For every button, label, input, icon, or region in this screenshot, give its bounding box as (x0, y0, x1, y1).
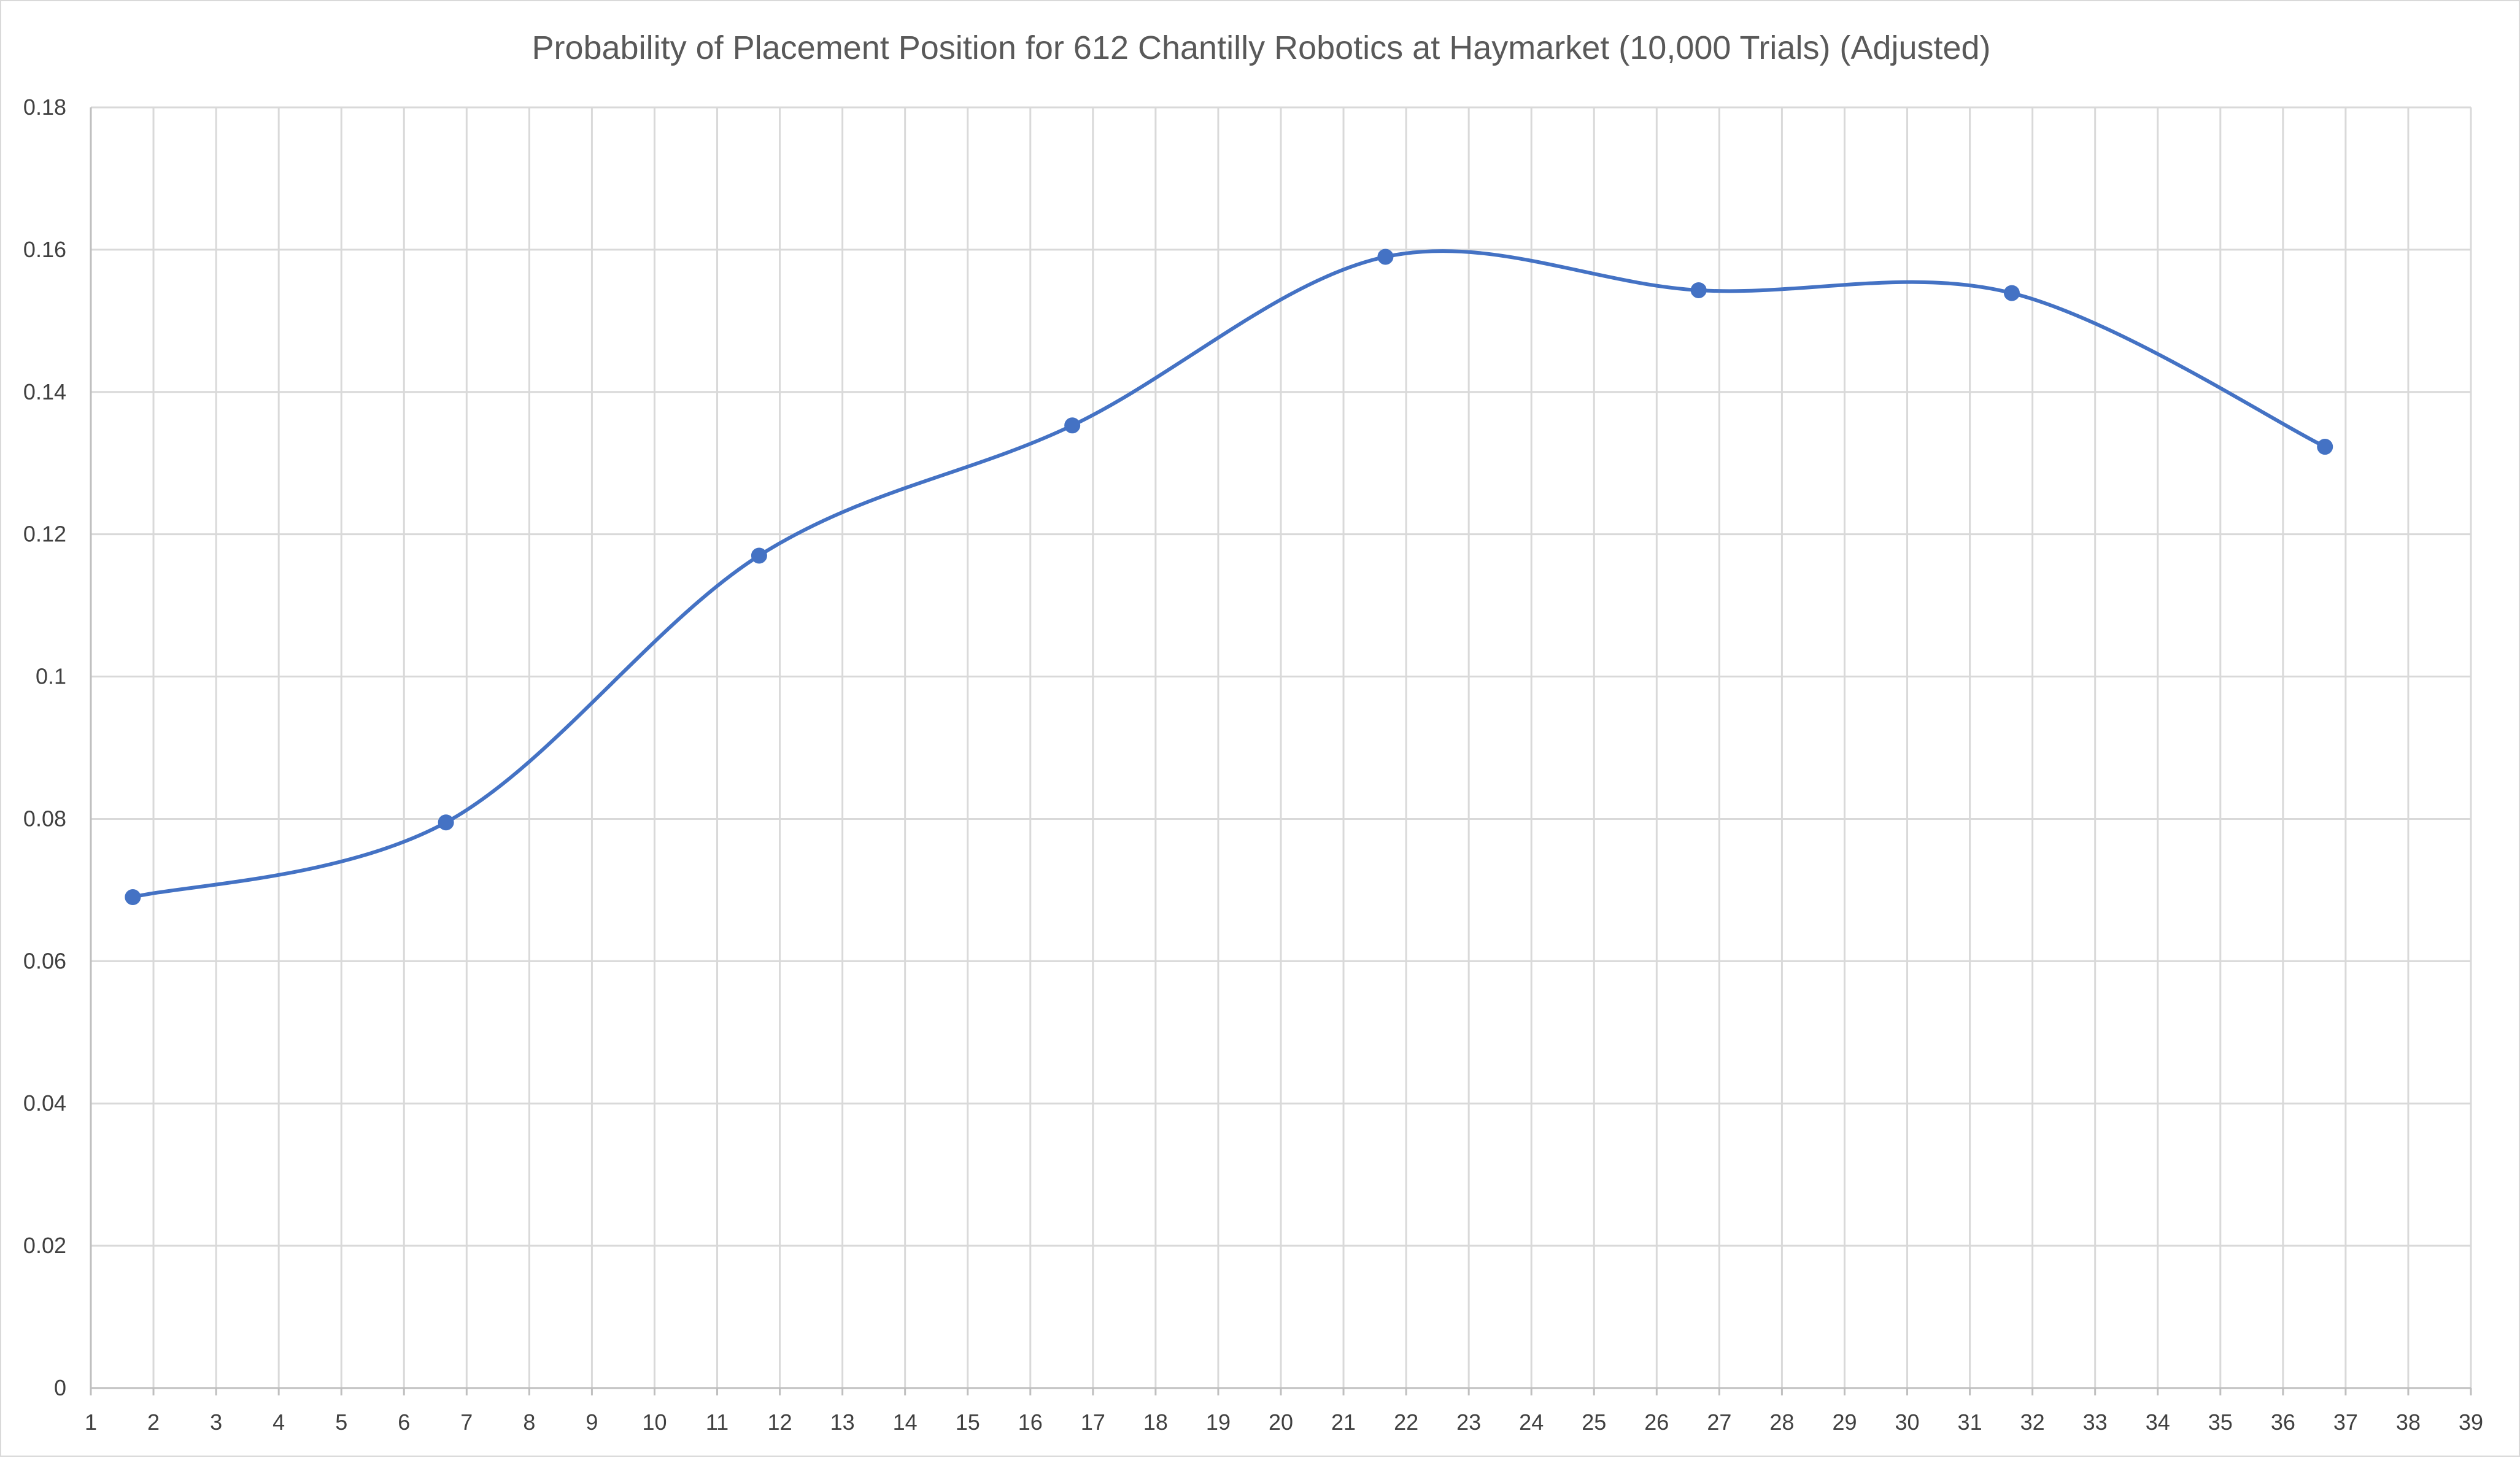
x-tick-label: 7 (460, 1410, 473, 1435)
data-series (125, 249, 2333, 905)
x-tick-label: 12 (768, 1410, 792, 1435)
data-point (751, 547, 767, 564)
x-tick-label: 8 (523, 1410, 535, 1435)
x-tick-label: 20 (1269, 1410, 1293, 1435)
y-tick-label: 0.02 (23, 1233, 66, 1258)
x-tick-label: 24 (1519, 1410, 1544, 1435)
data-point (2003, 285, 2020, 301)
axes (90, 107, 2472, 1395)
x-tick-label: 11 (706, 1410, 729, 1435)
data-point (1690, 282, 1707, 298)
x-tick-label: 26 (1644, 1410, 1669, 1435)
x-tick-label: 36 (2271, 1410, 2295, 1435)
x-tick-label: 14 (893, 1410, 918, 1435)
x-tick-label: 34 (2146, 1410, 2170, 1435)
x-tick-label: 35 (2208, 1410, 2233, 1435)
x-tick-label: 30 (1895, 1410, 1920, 1435)
data-point (125, 889, 141, 905)
data-point (2317, 439, 2333, 455)
x-tick-label: 15 (956, 1410, 980, 1435)
x-tick-label: 32 (2020, 1410, 2045, 1435)
x-tick-label: 28 (1769, 1410, 1794, 1435)
x-tick-label: 29 (1832, 1410, 1857, 1435)
x-tick-label: 1 (85, 1410, 97, 1435)
y-tick-label: 0.06 (23, 948, 66, 973)
x-tick-label: 13 (830, 1410, 855, 1435)
x-tick-label: 16 (1018, 1410, 1043, 1435)
x-tick-label: 31 (1958, 1410, 1982, 1435)
x-tick-label: 17 (1081, 1410, 1105, 1435)
data-point (438, 814, 454, 831)
y-tick-label: 0.1 (36, 664, 66, 689)
x-tick-label: 23 (1456, 1410, 1481, 1435)
x-tick-label: 37 (2333, 1410, 2358, 1435)
x-tick-label: 6 (398, 1410, 410, 1435)
y-tick-label: 0.12 (23, 522, 66, 547)
x-tick-label: 33 (2083, 1410, 2108, 1435)
x-tick-label: 3 (210, 1410, 222, 1435)
x-tick-label: 10 (642, 1410, 667, 1435)
y-tick-label: 0.16 (23, 237, 66, 262)
x-tick-label: 21 (1331, 1410, 1356, 1435)
x-tick-label: 19 (1206, 1410, 1231, 1435)
data-point (1377, 249, 1394, 265)
x-tick-label: 4 (272, 1410, 285, 1435)
chart-title: Probability of Placement Position for 61… (531, 29, 1990, 66)
y-tick-label: 0 (54, 1375, 66, 1400)
x-tick-label: 22 (1394, 1410, 1418, 1435)
x-tick-label: 18 (1143, 1410, 1168, 1435)
x-tick-label: 5 (335, 1410, 347, 1435)
y-tick-label: 0.18 (23, 94, 66, 120)
x-tick-label: 25 (1582, 1410, 1606, 1435)
data-point (1064, 417, 1081, 434)
y-tick-label: 0.14 (23, 379, 66, 404)
x-tick-label: 39 (2459, 1410, 2483, 1435)
x-tick-label: 9 (586, 1410, 598, 1435)
x-tick-label: 2 (147, 1410, 160, 1435)
gridlines (91, 106, 2472, 1388)
y-tick-label: 0.08 (23, 806, 66, 831)
series-line (131, 249, 2327, 899)
y-tick-label: 0.04 (23, 1090, 66, 1116)
x-tick-label: 27 (1707, 1410, 1731, 1435)
tick-labels: 1 2 3 4 5 6 7 8 9 10 11 12 13 14 15 16 17 18 19 20 21 22 23 24 2… (23, 94, 2483, 1435)
x-tick-label: 38 (2396, 1410, 2421, 1435)
